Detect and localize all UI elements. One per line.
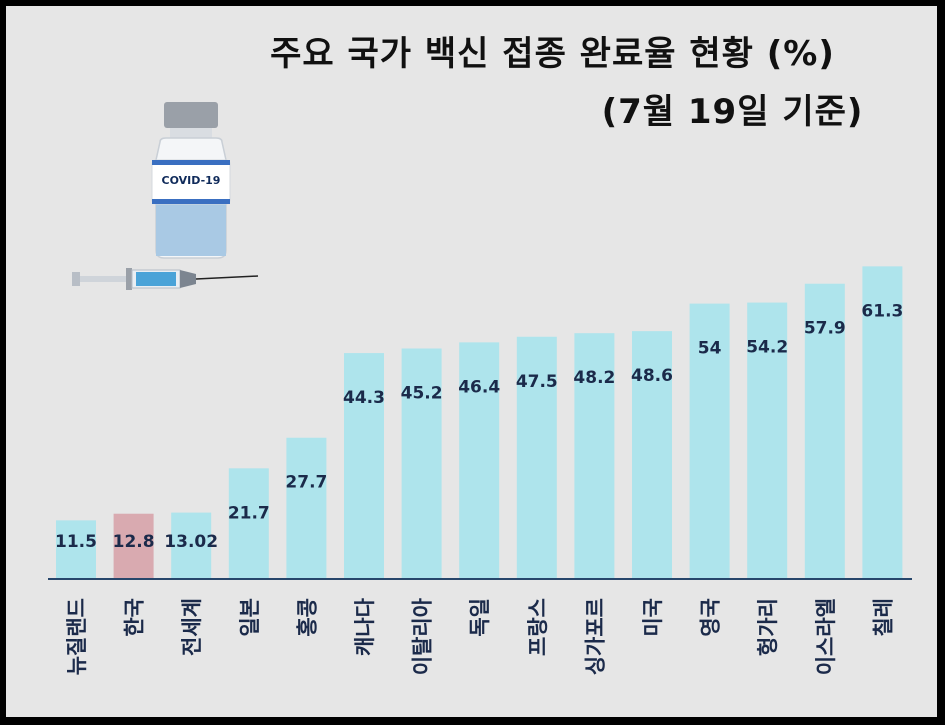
- category-label: 이탈리아: [411, 597, 435, 675]
- bar-13: [747, 302, 788, 579]
- bar-8: [459, 342, 500, 579]
- bar-2: [113, 513, 154, 579]
- category-label: 한국: [123, 598, 147, 637]
- bar-value-label: 44.3: [343, 388, 385, 408]
- category-label: 프랑스: [526, 598, 550, 656]
- category-label: 독일: [468, 598, 492, 637]
- chart-title: 주요 국가 백신 접종 완료율 현황 (%): [270, 34, 835, 74]
- bar-5: [286, 437, 327, 579]
- bar-value-label: 61.3: [861, 301, 903, 321]
- chart-subtitle: (7월 19일 기준): [601, 92, 864, 132]
- category-label: 헝가리: [756, 598, 780, 656]
- bars-group: 11.5 뉴질랜드 12.8 한국 13.02 전세계 21.7 일본 27.7 홍콩 44.3 캐나…: [55, 266, 903, 675]
- category-label: 캐나다: [353, 597, 377, 656]
- bar-value-label: 46.4: [458, 377, 500, 397]
- bar-11: [632, 331, 672, 579]
- bar-value-label: 57.9: [804, 319, 846, 339]
- bar-value-label: 27.7: [285, 473, 327, 493]
- category-label: 영국: [699, 598, 723, 637]
- category-label: 이스라엘: [814, 598, 838, 675]
- bar-value-label: 13.02: [164, 532, 218, 552]
- category-label: 뉴질랜드: [65, 598, 89, 675]
- bar-value-label: 47.5: [516, 372, 558, 392]
- bar-10: [574, 333, 615, 579]
- bar-15: [862, 266, 903, 579]
- bar-4: [228, 468, 269, 579]
- category-label: 전세계: [180, 598, 204, 656]
- category-label: 칠레: [871, 598, 895, 637]
- bar-6: [344, 353, 384, 579]
- bar-7: [401, 348, 442, 579]
- category-label: 홍콩: [295, 598, 319, 637]
- vial-label: COVID-19: [162, 174, 221, 187]
- category-label: 일본: [238, 598, 262, 637]
- category-label: 싱가포르: [583, 598, 607, 675]
- bar-9: [516, 336, 557, 579]
- bar-3: [171, 512, 212, 579]
- bar-value-label: 21.7: [228, 503, 270, 523]
- syringe-icon: [72, 268, 259, 290]
- bar-value-label: 12.8: [113, 532, 155, 552]
- category-label: 미국: [641, 598, 665, 637]
- bar-value-label: 48.2: [573, 368, 615, 388]
- bar-value-label: 54.2: [746, 338, 788, 358]
- bar-12: [689, 303, 730, 579]
- vaccine-vial-icon: COVID-19: [151, 102, 231, 259]
- bar-14: [804, 283, 845, 579]
- bar-1: [56, 520, 96, 579]
- bar-value-label: 11.5: [55, 532, 97, 552]
- bar-value-label: 54: [698, 339, 722, 359]
- bar-value-label: 48.6: [631, 366, 673, 386]
- bar-value-label: 45.2: [401, 383, 443, 403]
